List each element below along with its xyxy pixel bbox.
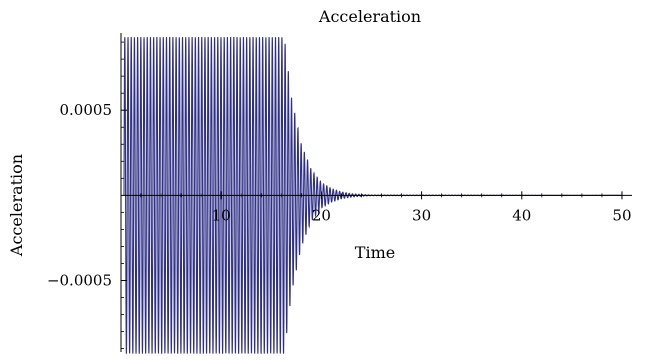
y-ticks: 0.0005 −0.0005	[47, 41, 127, 349]
axes	[120, 33, 632, 352]
x-tick-label: 50	[612, 206, 631, 224]
x-tick-label: 40	[512, 206, 531, 224]
x-tick-label: 10	[212, 206, 231, 224]
y-axis-label: Acceleration	[7, 154, 26, 257]
y-tick-label: 0.0005	[60, 101, 113, 119]
x-axis-label: Time	[355, 243, 395, 262]
y-tick-label: −0.0005	[47, 271, 112, 289]
x-tick-label: 30	[412, 206, 431, 224]
x-tick-label: 20	[312, 206, 331, 224]
chart-title: Acceleration	[318, 7, 421, 26]
x-ticks: 10 20 30 40 50	[140, 191, 632, 224]
